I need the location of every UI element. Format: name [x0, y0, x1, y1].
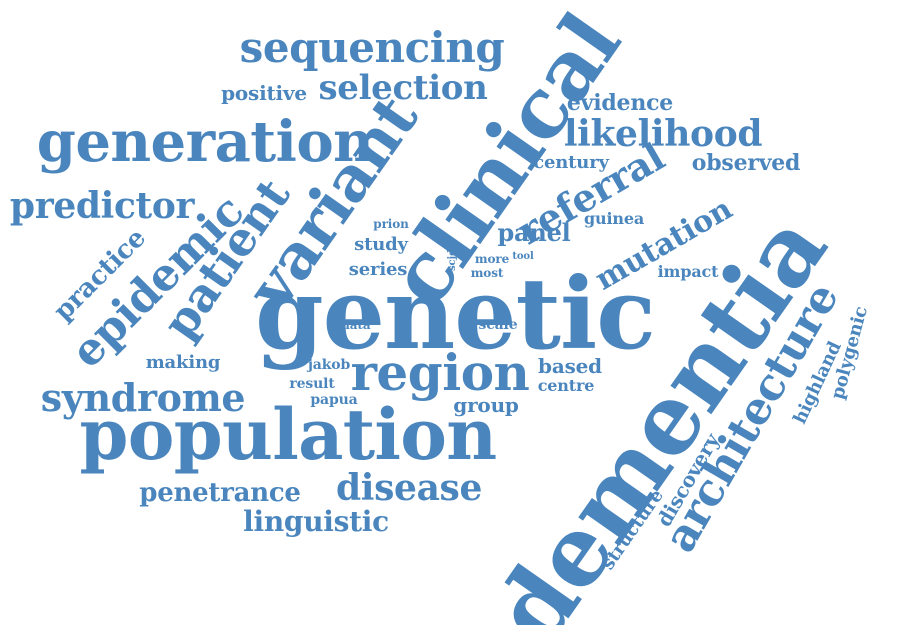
- word-genetic: genetic: [255, 257, 656, 372]
- word-guinea: guinea: [583, 209, 645, 228]
- word-series: series: [348, 259, 408, 280]
- word-tool: tool: [512, 251, 534, 262]
- word-likelihood: likelihood: [563, 113, 763, 155]
- word-papua: papua: [310, 392, 358, 408]
- word-panel: panel: [497, 218, 571, 247]
- word-based: based: [538, 354, 602, 378]
- word-population: population: [79, 393, 498, 476]
- word-evidence: evidence: [566, 90, 674, 116]
- word-region: region: [350, 343, 530, 402]
- word-selection: selection: [318, 68, 488, 108]
- word-predictor: predictor: [9, 185, 195, 227]
- word-prion: prion: [373, 217, 409, 231]
- word-centre: centre: [537, 376, 595, 395]
- word-making: making: [145, 352, 221, 373]
- word-result: result: [289, 376, 335, 392]
- word-most: most: [470, 266, 504, 280]
- word-positive: positive: [221, 81, 307, 105]
- word-data: data: [341, 318, 371, 332]
- word-more: more: [474, 252, 510, 266]
- word-scale: scale: [478, 317, 518, 333]
- word-syndrome: syndrome: [40, 375, 246, 420]
- word-generation: generation: [36, 109, 374, 175]
- word-observed: observed: [691, 150, 801, 176]
- word-disease: disease: [336, 467, 482, 509]
- word-linguistic: linguistic: [243, 505, 389, 538]
- word-scjd: scjd: [447, 249, 458, 271]
- word-impact: impact: [657, 262, 719, 281]
- word-sequencing: sequencing: [239, 23, 505, 72]
- word-jakob: jakob: [307, 357, 351, 373]
- word-group: group: [453, 393, 519, 417]
- word-study: study: [354, 234, 408, 255]
- word-century: century: [533, 152, 609, 173]
- word-penetrance: penetrance: [139, 478, 301, 508]
